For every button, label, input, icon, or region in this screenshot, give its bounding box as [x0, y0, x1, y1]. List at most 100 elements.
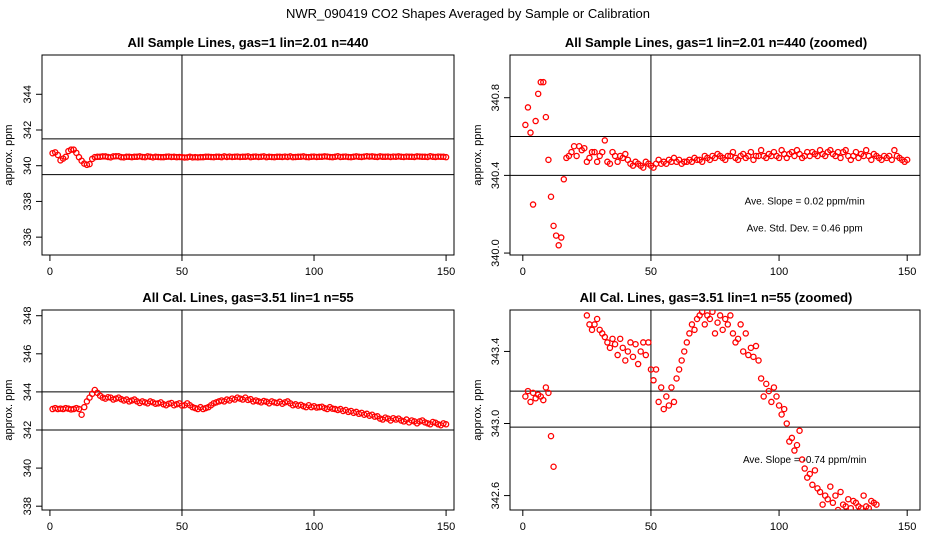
data-point — [650, 377, 657, 384]
data-point — [837, 488, 844, 496]
data-point — [645, 339, 652, 346]
data-point — [527, 129, 534, 136]
data-point — [601, 137, 609, 144]
data-point — [768, 398, 775, 406]
data-point — [788, 434, 796, 442]
data-point — [775, 154, 783, 162]
data-point — [440, 153, 447, 161]
y-axis-label: approx. ppm — [3, 379, 15, 440]
data-point — [862, 146, 870, 154]
data-point — [545, 389, 552, 397]
data-point — [593, 315, 601, 323]
data-point — [686, 330, 693, 337]
data-point — [522, 121, 529, 129]
y-tick-label: 340 — [22, 459, 34, 477]
data-point — [652, 366, 660, 373]
data-point — [657, 384, 665, 391]
x-tick-label: 150 — [898, 521, 916, 533]
data-point — [755, 357, 762, 364]
data-point — [706, 315, 714, 323]
data-point — [560, 176, 568, 183]
data-point — [588, 148, 596, 156]
x-tick-label: 100 — [305, 521, 323, 533]
data-point — [655, 398, 662, 406]
x-tick-label: 50 — [176, 266, 188, 278]
data-point — [540, 78, 547, 86]
data-point — [640, 164, 647, 171]
data-point — [555, 242, 562, 249]
panel-cal-lines: All Cal. Lines, gas=3.51 lin=1 n=55 appr… — [3, 290, 455, 533]
data-point — [714, 319, 721, 326]
data-point — [634, 360, 642, 368]
data-point — [614, 351, 621, 359]
data-point — [591, 321, 598, 328]
data-point — [622, 357, 629, 364]
panel-cal-lines-zoomed: All Cal. Lines, gas=3.51 lin=1 n=55 (zoo… — [472, 290, 921, 533]
y-tick-label: 342 — [22, 121, 34, 139]
data-point — [86, 160, 93, 168]
plot-frame — [509, 309, 921, 511]
data-point — [529, 201, 537, 208]
data-point — [532, 117, 539, 125]
y-tick-label: 340.4 — [490, 162, 502, 190]
data-point — [816, 488, 824, 496]
data-point — [601, 333, 609, 341]
data-point — [624, 348, 632, 355]
data-point — [763, 380, 770, 388]
y-tick-label: 344 — [22, 383, 34, 401]
data-point — [834, 506, 842, 510]
data-point — [716, 312, 724, 319]
data-point — [709, 310, 716, 316]
data-point — [542, 384, 550, 391]
data-point — [604, 339, 611, 346]
data-point — [801, 465, 808, 472]
data-point — [860, 492, 867, 499]
data-point — [81, 403, 88, 411]
data-point — [698, 310, 706, 316]
y-tick-label: 338 — [22, 497, 34, 515]
data-point — [711, 330, 719, 337]
data-point — [747, 148, 755, 156]
data-point — [611, 152, 619, 160]
x-tick-label: 0 — [47, 266, 53, 278]
data-point — [747, 344, 755, 352]
data-point — [681, 348, 688, 355]
data-point — [75, 405, 83, 413]
y-tick-label: 342 — [22, 421, 34, 439]
data-point — [765, 387, 773, 395]
data-points — [522, 310, 880, 510]
data-point — [752, 152, 760, 160]
data-point — [67, 146, 75, 153]
data-point — [701, 321, 709, 328]
data-point — [873, 501, 880, 508]
data-point — [727, 312, 734, 319]
x-tick-label: 50 — [645, 521, 657, 533]
annotation-text: Ave. Slope = 0.02 ppm/min — [745, 197, 865, 208]
x-tick-label: 0 — [47, 521, 53, 533]
data-point — [780, 405, 788, 413]
data-point — [793, 441, 801, 449]
data-point — [798, 456, 806, 463]
data-point — [442, 421, 450, 428]
data-point — [698, 158, 706, 166]
y-axis-label: approx. ppm — [472, 379, 484, 440]
data-point — [619, 344, 627, 352]
data-point — [675, 366, 683, 373]
data-point — [809, 481, 816, 489]
data-point — [660, 405, 668, 413]
data-point — [852, 148, 860, 156]
y-tick-label: 343.4 — [490, 338, 502, 366]
y-axis-label: approx. ppm — [3, 124, 15, 185]
x-tick-label: 100 — [770, 521, 788, 533]
data-point — [729, 330, 737, 337]
x-tick-label: 50 — [645, 266, 657, 278]
data-point — [609, 335, 616, 343]
data-point — [550, 222, 557, 230]
data-point — [796, 427, 803, 434]
data-point — [783, 420, 791, 427]
data-point — [611, 340, 619, 348]
data-point — [104, 393, 112, 401]
x-tick-label: 100 — [770, 266, 788, 278]
panel-sample-lines-zoomed: All Sample Lines, gas=1 lin=2.01 n=440 (… — [472, 35, 921, 278]
data-point — [640, 339, 647, 346]
